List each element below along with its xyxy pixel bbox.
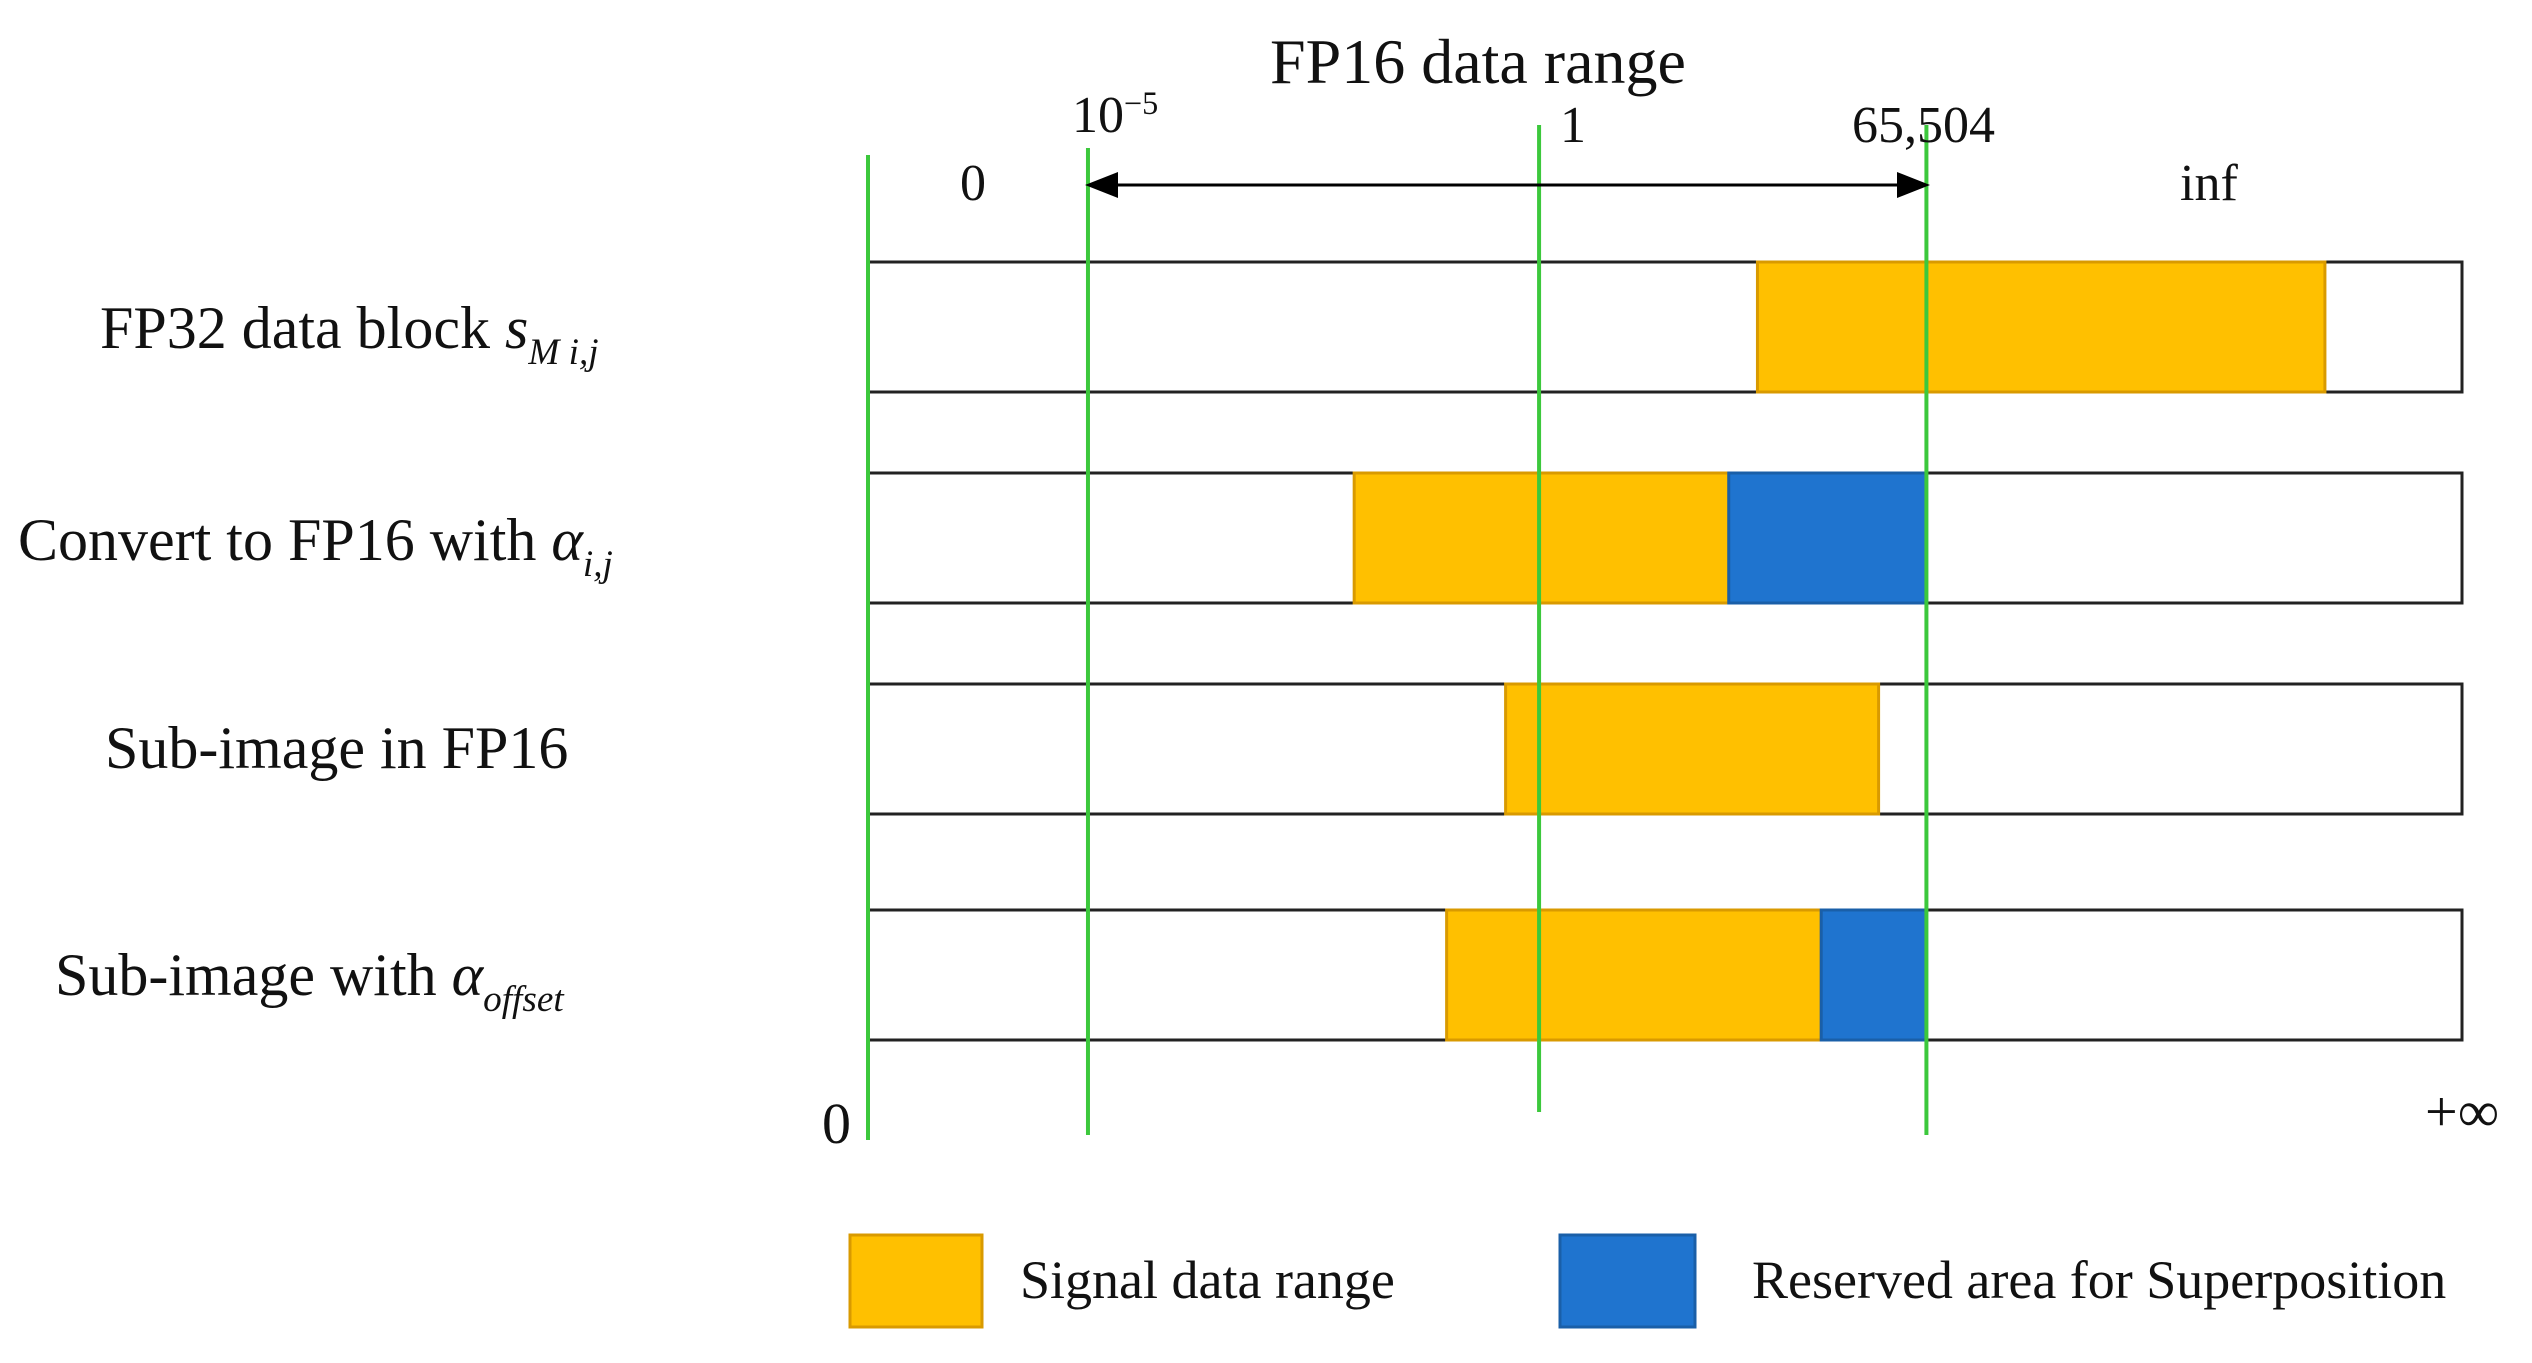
row-label-text: Sub-image with [55, 942, 452, 1008]
row-label-text: FP32 data block [100, 295, 505, 361]
marker-max: 65,504 [1852, 97, 1995, 154]
reserved-area-segment [1819, 908, 1928, 1042]
row-label-text: Sub-image in FP16 [105, 715, 569, 781]
row-label-symbol: s [504, 295, 529, 361]
legend-label-reserved: Reserved area for Superposition [1752, 1250, 2447, 1310]
row-label-fp32: FP32 data block sM i,j [100, 295, 599, 371]
signal-range-segment [1352, 471, 1731, 605]
marker-small-base: 10 [1072, 87, 1124, 144]
row-label-offset: Sub-image with αoffset [55, 942, 564, 1018]
marker-one: 1 [1560, 97, 1586, 154]
legend-swatch-reserved [1558, 1233, 1697, 1329]
row-label-subscript: i,j [582, 543, 613, 585]
row-label-subscript: offset [483, 978, 564, 1020]
row-bars [866, 260, 2464, 1042]
signal-range-segment [1504, 682, 1881, 816]
range-arrow-right-head [1897, 172, 1930, 198]
row-label-text: Convert to FP16 with [18, 507, 552, 573]
legend-swatch-signal [848, 1233, 984, 1329]
range-arrow-left-head [1085, 172, 1118, 198]
legend-label-signal: Signal data range [1020, 1250, 1395, 1310]
guide-lines [866, 125, 1929, 1140]
marker-plus-inf: +∞ [2425, 1079, 2500, 1144]
marker-small: 10−5 [1072, 87, 1158, 144]
legend-swatches [848, 1233, 1697, 1329]
row-label-symbol: α [451, 942, 484, 1008]
signal-range-segment [1445, 908, 1823, 1042]
signal-range-segment [1755, 260, 2327, 394]
fp16-range-arrow [1085, 172, 1930, 198]
row-label-subimage: Sub-image in FP16 [105, 718, 568, 778]
marker-zero-top: 0 [960, 155, 986, 212]
row-label-subscript: M i,j [528, 331, 599, 373]
marker-small-exp: −5 [1124, 85, 1159, 122]
diagram-title: FP16 data range [1270, 26, 1686, 97]
row-label-convert: Convert to FP16 with αi,j [18, 507, 613, 583]
marker-inf: inf [2180, 155, 2238, 212]
reserved-area-segment [1727, 471, 1928, 605]
marker-zero-bottom: 0 [822, 1091, 851, 1156]
row-label-symbol: α [551, 507, 583, 573]
